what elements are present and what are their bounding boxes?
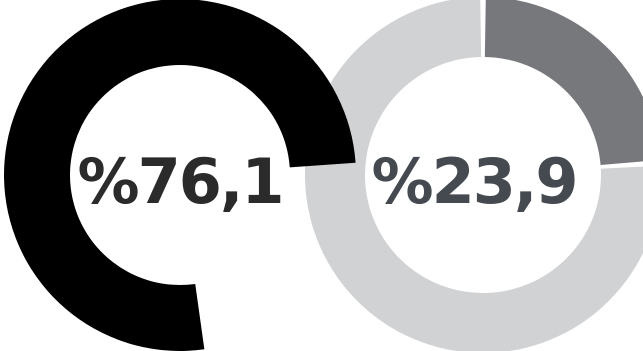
right-donut-percent-label: %23,9 [371, 145, 576, 218]
left-donut-slice-1 [4, 0, 356, 351]
right-donut-slice-1 [484, 0, 643, 166]
donut-chart-right [305, 0, 643, 351]
left-donut-percent-label: %76,1 [77, 145, 282, 218]
right-donut-slice-2 [305, 0, 643, 351]
donut-chart-left [4, 0, 356, 351]
